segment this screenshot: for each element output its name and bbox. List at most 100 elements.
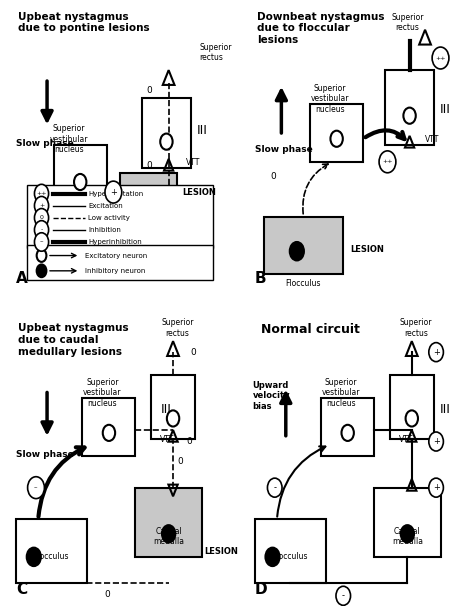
Text: Hyperinhibition: Hyperinhibition	[88, 239, 142, 245]
Text: VTT: VTT	[425, 135, 439, 144]
Text: Excitatory neuron: Excitatory neuron	[85, 253, 147, 258]
Text: Upward
velocity
bias: Upward velocity bias	[253, 381, 290, 411]
Circle shape	[160, 133, 173, 150]
FancyBboxPatch shape	[120, 173, 177, 202]
Text: 0: 0	[177, 457, 183, 466]
Text: ++: ++	[382, 159, 393, 165]
Text: B: B	[255, 271, 266, 286]
Text: Upbeat nystagmus
due to caudal
medullary lesions: Upbeat nystagmus due to caudal medullary…	[18, 323, 129, 357]
Text: Caudal
medulla: Caudal medulla	[153, 527, 184, 547]
Text: Caudal
medulla: Caudal medulla	[392, 527, 423, 547]
Text: --: --	[34, 485, 38, 490]
Circle shape	[35, 184, 49, 203]
Text: III: III	[161, 403, 172, 416]
Circle shape	[35, 196, 49, 215]
Circle shape	[27, 477, 45, 499]
Text: D: D	[255, 583, 267, 597]
Circle shape	[36, 249, 46, 262]
Text: +: +	[433, 483, 439, 492]
Text: 0: 0	[186, 437, 192, 446]
Text: Superior
rectus: Superior rectus	[200, 43, 232, 62]
FancyBboxPatch shape	[27, 185, 213, 248]
Text: Inhibition: Inhibition	[88, 227, 121, 233]
Text: +: +	[433, 348, 439, 357]
FancyArrowPatch shape	[38, 447, 84, 517]
Text: 0: 0	[191, 348, 197, 357]
FancyBboxPatch shape	[136, 488, 202, 557]
Circle shape	[330, 131, 343, 147]
Circle shape	[105, 181, 122, 203]
Circle shape	[341, 425, 354, 441]
FancyArrowPatch shape	[303, 164, 328, 214]
Text: Upbeat nystagmus
due to pontine lesions: Upbeat nystagmus due to pontine lesions	[18, 12, 150, 34]
Text: ++: ++	[435, 56, 446, 61]
Circle shape	[406, 411, 418, 427]
Text: Low activity: Low activity	[88, 215, 130, 221]
Text: -: -	[40, 228, 43, 233]
FancyArrowPatch shape	[277, 446, 325, 517]
FancyBboxPatch shape	[142, 99, 191, 168]
Circle shape	[429, 343, 443, 362]
Text: --: --	[39, 239, 44, 244]
Text: Superior
rectus: Superior rectus	[391, 13, 424, 32]
FancyBboxPatch shape	[390, 375, 434, 439]
Text: Superior
vestibular
nucleus: Superior vestibular nucleus	[83, 378, 121, 408]
Text: +: +	[110, 188, 117, 196]
Circle shape	[162, 525, 175, 542]
Text: -: -	[273, 483, 276, 492]
FancyBboxPatch shape	[27, 245, 213, 280]
Circle shape	[74, 174, 86, 190]
Text: A: A	[16, 271, 28, 286]
Circle shape	[103, 425, 115, 441]
Text: LESION: LESION	[182, 188, 216, 196]
FancyBboxPatch shape	[255, 520, 326, 583]
Text: Flocculus: Flocculus	[34, 553, 69, 561]
Circle shape	[167, 411, 179, 427]
Text: Superior
vestibular
nucleus: Superior vestibular nucleus	[50, 124, 89, 154]
Text: Slow phase: Slow phase	[16, 450, 74, 459]
Circle shape	[290, 242, 304, 261]
Text: Superior
rectus: Superior rectus	[400, 318, 432, 338]
FancyBboxPatch shape	[385, 70, 434, 144]
Circle shape	[379, 151, 396, 173]
Circle shape	[429, 478, 443, 497]
Text: -: -	[342, 591, 345, 600]
Circle shape	[35, 233, 49, 251]
Circle shape	[429, 432, 443, 451]
Circle shape	[401, 525, 414, 542]
Circle shape	[36, 264, 46, 277]
Text: 0: 0	[105, 590, 110, 599]
Text: III: III	[439, 403, 450, 416]
Text: +: +	[433, 437, 439, 446]
Text: LESION: LESION	[204, 547, 238, 556]
Text: Flocculus: Flocculus	[286, 279, 321, 288]
FancyBboxPatch shape	[82, 398, 136, 456]
Text: ++: ++	[36, 191, 47, 196]
Circle shape	[432, 47, 449, 69]
Text: Inhibitory neuron: Inhibitory neuron	[85, 268, 145, 274]
Text: 0: 0	[146, 160, 152, 170]
Text: 0: 0	[40, 215, 44, 220]
FancyBboxPatch shape	[374, 488, 440, 557]
Circle shape	[35, 221, 49, 239]
Circle shape	[336, 586, 351, 605]
Text: C: C	[16, 583, 27, 597]
Text: VTT: VTT	[186, 158, 201, 166]
Text: Normal circuit: Normal circuit	[261, 323, 360, 337]
Circle shape	[267, 478, 282, 497]
Text: Downbeat nystagmus
due to floccular
lesions: Downbeat nystagmus due to floccular lesi…	[257, 12, 384, 45]
Circle shape	[265, 548, 280, 566]
FancyBboxPatch shape	[310, 104, 363, 162]
Text: Superior
rectus: Superior rectus	[161, 318, 194, 338]
Text: LESION: LESION	[350, 245, 384, 254]
Circle shape	[35, 209, 49, 227]
Text: +: +	[39, 203, 44, 208]
Text: Slow phase: Slow phase	[255, 144, 312, 154]
Text: VTT: VTT	[399, 435, 413, 444]
Circle shape	[403, 108, 416, 124]
FancyArrowPatch shape	[365, 130, 404, 139]
Text: Excitation: Excitation	[88, 203, 123, 209]
Text: VTT: VTT	[160, 435, 174, 444]
FancyBboxPatch shape	[54, 144, 107, 202]
Text: Superior
vestibular
nucleus: Superior vestibular nucleus	[322, 378, 360, 408]
